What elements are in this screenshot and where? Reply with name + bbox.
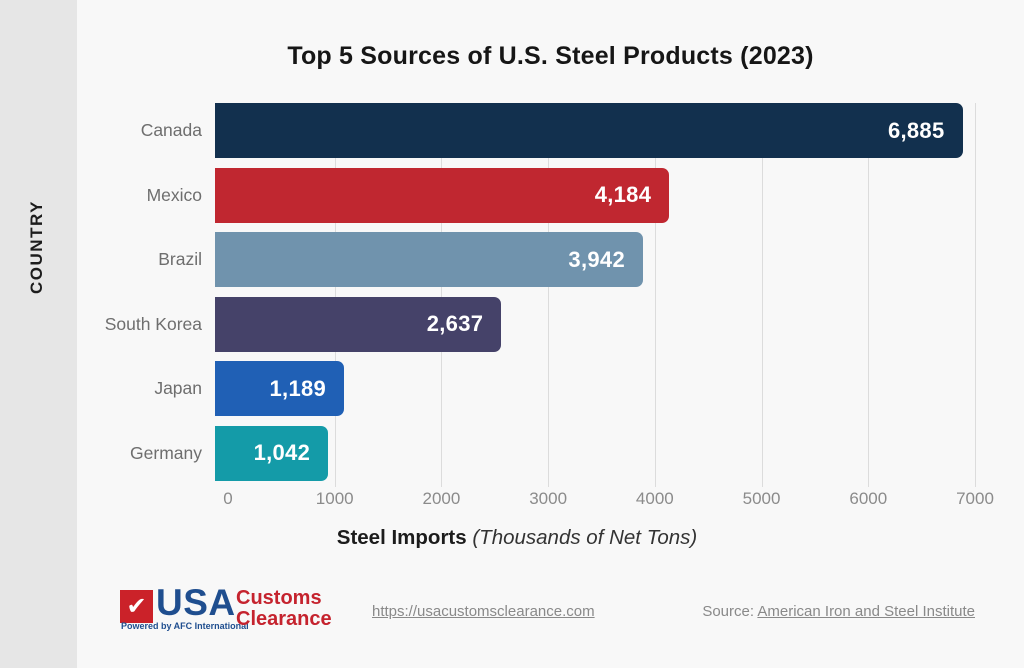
- x-tick-0: 0: [223, 489, 233, 508]
- y-axis-band: COUNTRY: [0, 0, 77, 668]
- bar-track: 1,042: [215, 425, 975, 481]
- gridline-3000: [548, 103, 550, 487]
- logo-clearance-line: Clearance: [236, 608, 332, 630]
- bar-value-label: 3,942: [568, 246, 625, 272]
- x-axis-label: Steel Imports (Thousands of Net Tons): [77, 526, 957, 550]
- country-label-germany: Germany: [130, 442, 202, 463]
- gridline-2000: [441, 103, 443, 487]
- bar-value-label: 1,042: [253, 440, 311, 466]
- bar-value-label: 1,189: [269, 375, 327, 401]
- x-axis-ticks: 0 1000 2000 3000 4000 5000 6000 7000: [223, 489, 994, 509]
- logo-usa-text: USA: [156, 582, 236, 623]
- y-axis-label: COUNTRY: [27, 200, 46, 294]
- source-attribution: Source: American Iron and Steel Institut…: [702, 603, 975, 620]
- bar-value-label: 6,885: [887, 117, 945, 143]
- x-tick-2000: 2000: [422, 489, 461, 508]
- chart-row-south-korea: South Korea 2,637: [90, 296, 975, 352]
- x-tick-7000: 7000: [956, 489, 994, 508]
- x-tick-6000: 6000: [849, 489, 888, 508]
- country-label-south-korea: South Korea: [104, 313, 202, 334]
- chart-title: Top 5 Sources of U.S. Steel Products (20…: [287, 42, 814, 70]
- chart-row-japan: Japan 1,189: [90, 361, 975, 417]
- country-label-japan: Japan: [154, 378, 202, 399]
- x-axis-label-units: (Thousands of Net Tons): [466, 526, 698, 549]
- bar-value-label: 4,184: [594, 182, 652, 208]
- website-link[interactable]: https://usacustomsclearance.com: [372, 603, 595, 620]
- x-axis-label-main: Steel Imports: [336, 526, 467, 549]
- gridline-1000: [334, 103, 336, 487]
- footer: ✔ USA Powered by AFC International Custo…: [0, 582, 1024, 645]
- bar-chart: Canada 6,885 Mexico 4,184 Brazil 3,942 South K…: [90, 103, 975, 481]
- bar-canada: 6,885: [215, 103, 963, 158]
- country-label-canada: Canada: [140, 120, 202, 140]
- bar-track: 6,885: [215, 103, 975, 158]
- usa-customs-clearance-logo: ✔ USA Powered by AFC International Custo…: [120, 582, 350, 640]
- bar-south-korea: 2,637: [215, 296, 502, 352]
- logo-customs-clearance-text: Customs Clearance: [236, 588, 332, 630]
- country-label-brazil: Brazil: [158, 249, 202, 270]
- bar-track: 3,942: [215, 232, 975, 288]
- source-link[interactable]: American Iron and Steel Institute: [757, 603, 975, 620]
- bar-mexico: 4,184: [215, 167, 670, 223]
- gridline-5000: [761, 103, 763, 487]
- source-prefix: Source:: [702, 603, 758, 620]
- chart-row-brazil: Brazil 3,942: [90, 232, 975, 288]
- x-tick-4000: 4000: [635, 489, 674, 508]
- gridline-7000: [975, 103, 976, 487]
- gridlines: [228, 103, 976, 487]
- gridline-6000: [868, 103, 870, 487]
- chart-row-mexico: Mexico 4,184: [90, 167, 975, 223]
- country-label-mexico: Mexico: [146, 184, 202, 205]
- bar-value-label: 2,637: [426, 311, 484, 337]
- bar-brazil: 3,942: [215, 232, 643, 288]
- bar-japan: 1,189: [215, 361, 345, 417]
- gridline-4000: [654, 103, 656, 487]
- x-tick-1000: 1000: [315, 489, 354, 508]
- chart-row-germany: Germany 1,042: [90, 425, 975, 481]
- logo-customs-line: Customs: [236, 587, 322, 609]
- logo-powered-text: Powered by AFC International: [121, 621, 249, 631]
- chart-row-canada: Canada 6,885: [90, 103, 975, 158]
- bar-track: 2,637: [215, 296, 975, 352]
- x-tick-5000: 5000: [742, 489, 781, 508]
- checkmark-icon: ✔: [120, 590, 153, 623]
- bar-track: 1,189: [215, 361, 975, 417]
- bar-germany: 1,042: [215, 425, 329, 481]
- x-tick-3000: 3000: [529, 489, 568, 508]
- bar-track: 4,184: [215, 167, 975, 223]
